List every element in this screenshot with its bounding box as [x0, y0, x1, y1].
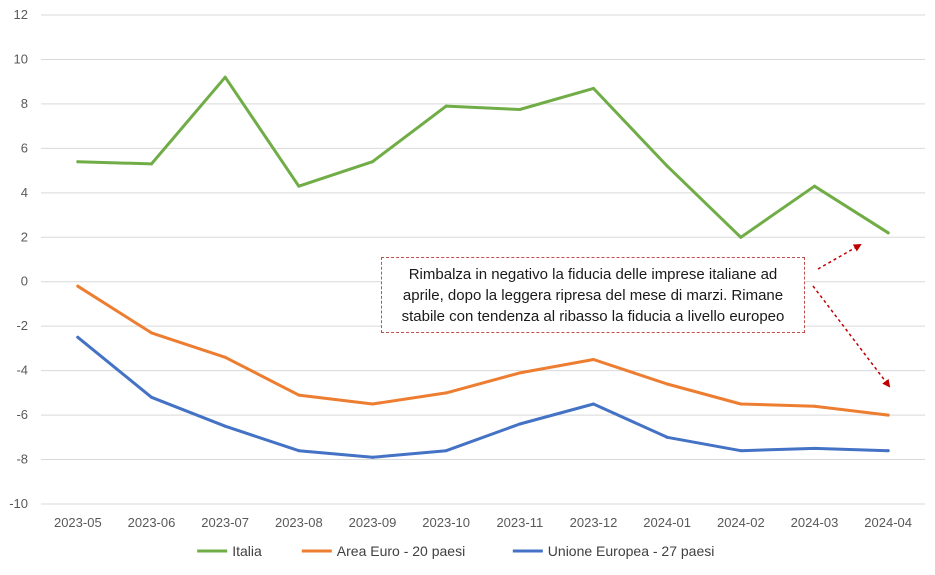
data-point [444, 104, 448, 108]
annotation-box: Rimbalza in negativo la fiducia delle im… [381, 257, 805, 333]
data-point [886, 413, 890, 417]
x-tick-label: 2023-12 [570, 515, 618, 530]
data-point [297, 184, 301, 188]
data-point [665, 164, 669, 168]
data-point [813, 404, 816, 408]
y-tick-label: -10 [9, 496, 28, 511]
data-point [444, 391, 448, 395]
data-point [150, 331, 153, 335]
data-point [297, 393, 301, 397]
data-point [150, 162, 153, 166]
legend: Italia Area Euro - 20 paesi Unione Europea… [197, 543, 714, 559]
annotation-text: Rimbalza in negativo la fiducia delle im… [401, 265, 785, 325]
annotation-arrows [812, 244, 891, 388]
data-point [223, 75, 227, 79]
y-axis-ticks: 12 10 8 6 4 2 0 -2 -4 -6 -8 -10 [9, 7, 28, 511]
y-tick-label: 4 [21, 185, 28, 200]
y-tick-label: 10 [14, 51, 28, 66]
data-point [76, 284, 80, 288]
x-tick-label: 2024-01 [643, 515, 691, 530]
x-tick-label: 2023-11 [496, 515, 543, 530]
data-point [76, 160, 80, 164]
series-line [76, 284, 890, 417]
x-tick-label: 2024-04 [864, 515, 912, 530]
x-tick-label: 2023-08 [275, 515, 323, 530]
data-point [371, 160, 374, 164]
data-point [592, 358, 595, 362]
x-tick-label: 2023-07 [201, 515, 249, 530]
x-tick-label: 2024-02 [717, 515, 765, 530]
data-point [371, 402, 374, 406]
data-point [739, 449, 743, 453]
data-point [665, 435, 669, 439]
annotation-arrow [817, 244, 862, 270]
y-tick-label: 0 [21, 274, 28, 289]
data-point [371, 455, 374, 459]
y-tick-label: -8 [16, 452, 28, 467]
y-tick-label: -4 [16, 363, 28, 378]
legend-label: Area Euro - 20 paesi [337, 543, 465, 559]
data-point [592, 86, 595, 90]
data-point [665, 382, 669, 386]
y-tick-label: 6 [21, 140, 28, 155]
data-point [223, 355, 227, 359]
legend-label: Unione Europea - 27 paesi [548, 543, 715, 559]
data-point [813, 446, 816, 450]
x-tick-label: 2023-09 [349, 515, 397, 530]
y-tick-label: 2 [21, 229, 28, 244]
y-tick-label: -2 [16, 318, 28, 333]
x-tick-label: 2023-10 [422, 515, 470, 530]
data-point [813, 184, 816, 188]
data-point [444, 449, 448, 453]
gridlines [41, 14, 925, 505]
data-point [518, 107, 522, 111]
data-point [518, 371, 522, 375]
data-point [76, 335, 80, 339]
x-tick-label: 2023-06 [128, 515, 176, 530]
series-line [76, 75, 890, 239]
data-point [297, 449, 301, 453]
series-lines [76, 75, 890, 459]
data-point [592, 402, 595, 406]
x-axis-ticks: 2023-05 2023-06 2023-07 2023-08 2023-09 2023-… [54, 515, 912, 530]
data-point [518, 422, 522, 426]
data-point [223, 424, 227, 428]
x-tick-label: 2023-05 [54, 515, 102, 530]
data-point [739, 402, 743, 406]
y-tick-label: 8 [21, 96, 28, 111]
data-point [886, 231, 890, 235]
data-point [739, 235, 743, 239]
y-tick-label: -6 [16, 407, 28, 422]
data-point [150, 395, 153, 399]
legend-label: Italia [232, 543, 262, 559]
x-tick-label: 2024-03 [791, 515, 839, 530]
data-point [886, 449, 890, 453]
series-line [76, 335, 890, 459]
annotation-arrow [812, 285, 891, 388]
y-tick-label: 12 [14, 7, 28, 22]
